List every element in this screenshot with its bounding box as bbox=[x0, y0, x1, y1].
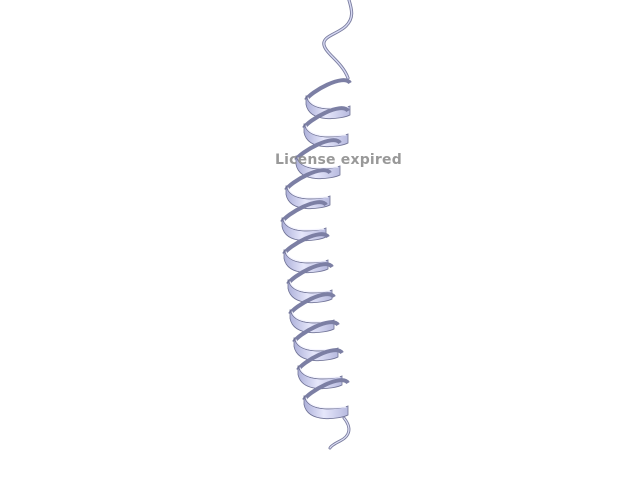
helix-highlight bbox=[297, 157, 339, 169]
helix-highlight bbox=[287, 187, 329, 199]
license-watermark: License expired bbox=[275, 152, 402, 168]
helix-front-ribbon bbox=[289, 309, 335, 333]
helix-highlight bbox=[299, 367, 341, 379]
coil-bottom bbox=[328, 416, 351, 450]
helix-back-strand bbox=[304, 78, 352, 102]
helix-front-ribbon bbox=[293, 337, 339, 361]
helix-highlight bbox=[289, 281, 331, 293]
helix-highlight bbox=[305, 125, 347, 137]
helix-front-ribbon bbox=[303, 395, 349, 419]
helix-front-ribbon bbox=[305, 95, 351, 119]
helix-highlight bbox=[285, 251, 327, 263]
coil-top bbox=[322, 0, 354, 80]
helix-highlight bbox=[283, 219, 325, 231]
helix-highlight bbox=[305, 397, 347, 409]
